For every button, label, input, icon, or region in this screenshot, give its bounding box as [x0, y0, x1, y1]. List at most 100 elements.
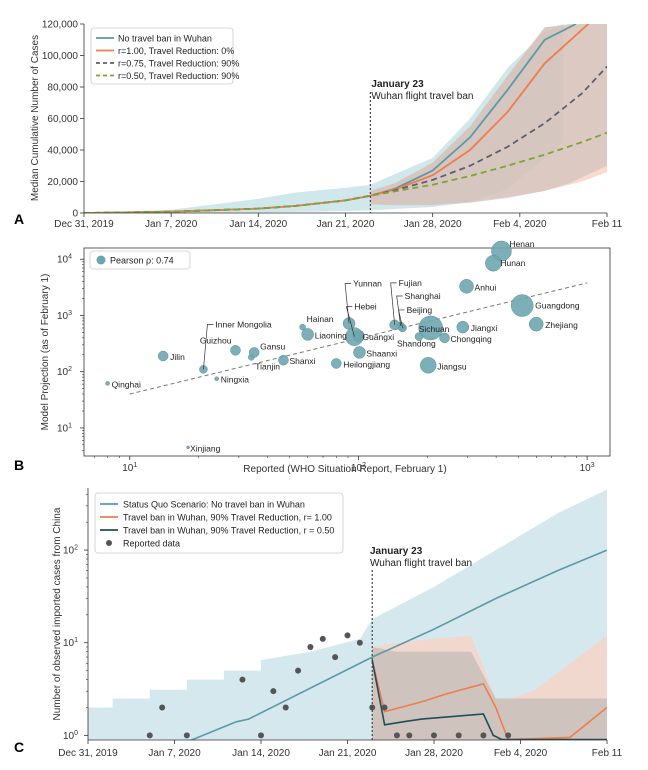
- panel-b-point-qinghai: [105, 381, 110, 386]
- panel-b-ytick-label: 102: [57, 366, 72, 378]
- panel-c-legend-entry-0: Status Quo Scenario: No travel ban in Wu…: [123, 500, 305, 510]
- panel-c-bands: [88, 489, 607, 740]
- panel-b-label: Guangdong: [535, 301, 580, 311]
- panel-c-legend-entry-1: Travel ban in Wuhan, 90% Travel Reductio…: [123, 513, 332, 523]
- panel-c-reported-point: [307, 643, 314, 650]
- panel-b-label: Guizhou: [200, 335, 232, 345]
- panel-b-label: Jiangxi: [471, 323, 498, 333]
- panel-b-label: Fujian: [399, 278, 422, 288]
- panel-b-point-hainan: [299, 323, 306, 331]
- panel-b-point-xinjiang: [186, 445, 190, 450]
- panel-a-ytick-label: 80,000: [47, 83, 78, 94]
- panel-c-reported-point: [270, 688, 277, 695]
- panel-b-label: Yunnan: [353, 278, 382, 288]
- panel-a-lines: [84, 24, 607, 213]
- panel-c-ytick-label: 102: [63, 545, 78, 557]
- panel-b-legend-text: Pearson ρ: 0.74: [110, 256, 174, 266]
- panel-a-xtick-label: Feb 11: [592, 219, 623, 230]
- panel-b-point-jilin: [157, 350, 169, 362]
- panel-b-point-sichuan: [418, 315, 443, 341]
- panel-b-label: Beijing: [407, 305, 433, 315]
- panel-a-ytick-label: 120,000: [42, 20, 79, 31]
- panel-b-point-jiangxi: [456, 320, 470, 334]
- panel-c-legend: Status Quo Scenario: No travel ban in Wu…: [94, 492, 344, 554]
- panel-a-xtick-label: Jan 7, 2020: [145, 219, 198, 230]
- panel-c-reported-point: [239, 676, 246, 683]
- panel-b-label: Inner Mongolia: [215, 319, 272, 329]
- panel-b-xlabel: Reported (WHO Situation Report, February…: [243, 464, 446, 475]
- panel-c-reported-point: [406, 732, 413, 739]
- panel-c-xtick-label: Jan 21, 2020: [319, 748, 377, 759]
- panel-b-point-chongqing: [439, 332, 450, 344]
- panel-c-series-1: [371, 659, 607, 740]
- panel-c-legend-entry-3: Reported data: [123, 539, 180, 549]
- panel-b-label: Shaanxi: [366, 348, 397, 358]
- panel-b-label: Chongqing: [451, 334, 492, 344]
- panel-c-reported-point: [455, 732, 462, 739]
- panel-b-frame: [83, 247, 611, 457]
- panel-b-point-guizhou: [230, 345, 241, 356]
- panel-b-label: Shanxi: [289, 356, 315, 366]
- panel-c-reported-point: [381, 704, 388, 711]
- panel-c-reported-point: [282, 704, 289, 711]
- panel-c: 100 101 102 Dec 31, 2019 Jan 7, 2020 Jan 14, …: [14, 488, 623, 759]
- panel-b-label: Sichuan: [419, 324, 450, 334]
- panel-b-point-zhejiang: [528, 316, 544, 332]
- panel-c-xtick-label: Dec 31, 2019: [58, 748, 118, 759]
- panel-b-label: Heilongjiang: [343, 359, 390, 369]
- panel-c-annotation-title: January 23: [370, 546, 423, 557]
- panel-b-label: Henan: [509, 239, 534, 249]
- panel-c-reported-point: [183, 732, 190, 739]
- panel-b-trend-line: [129, 282, 588, 395]
- panel-a-xtick-label: Jan 21, 2020: [317, 219, 375, 230]
- panel-c-reported-point: [332, 654, 339, 661]
- panel-b-leader: [345, 306, 355, 337]
- panel-c-xtick-label: Feb 11: [592, 748, 623, 759]
- panel-c-reported-point: [258, 732, 264, 739]
- panel-c-reported-point: [480, 732, 487, 739]
- panel-a-xtick-label: Jan 14, 2020: [229, 219, 287, 230]
- panel-b-point-hunan: [485, 254, 502, 272]
- panel-b-leader: [390, 282, 397, 325]
- panel-b-ylabel: Model Projection (as of February 1): [40, 274, 51, 431]
- panel-label-b: B: [14, 457, 24, 473]
- panel-a-ytick-label: 20,000: [47, 177, 78, 188]
- panel-c-xtick-label: Jan 7, 2020: [148, 748, 201, 759]
- panel-a-ylabel: Median Cumulative Number of Cases: [30, 35, 41, 201]
- panel-a: 0 20,000 40,000 60,000 80,000 100,000 120,000 D…: [14, 20, 623, 231]
- panel-a-legend-entry-0: No travel ban in Wuhan: [118, 34, 212, 44]
- panel-b-label: Guangxi: [362, 332, 394, 342]
- panel-b-label: Ningxia: [221, 375, 250, 385]
- panel-a-xtick-label: Dec 31, 2019: [54, 219, 114, 230]
- panel-c-xtick-label: Feb 4, 2020: [494, 748, 548, 759]
- panel-b-point-heilongjiang: [331, 358, 342, 369]
- panel-b-point-guangdong: [510, 294, 534, 317]
- panel-b-point-shaanxi: [353, 346, 366, 359]
- panel-a-annotation-subtitle: Wuhan flight travel ban: [371, 91, 473, 102]
- panel-c-reported-point: [505, 732, 512, 739]
- panel-label-c: C: [14, 739, 24, 755]
- panel-b-ytick-label: 104: [57, 254, 72, 266]
- panel-b-labels: Henan Hunan Anhui Guangdong Zhejiang Jiangxi S…: [112, 239, 580, 453]
- panel-b-label: Xinjiang: [190, 443, 221, 453]
- panel-c-points: [146, 632, 512, 739]
- panel-a-annotation-title: January 23: [371, 79, 424, 90]
- panel-c-legend-swatch-3: [106, 540, 112, 546]
- panel-c-band-2: [372, 647, 607, 740]
- panel-b-label: Shanghai: [405, 291, 441, 301]
- panel-c-axes: 100 101 102 Dec 31, 2019 Jan 7, 2020 Jan 14, …: [58, 488, 623, 759]
- panel-c-reported-point: [344, 632, 351, 639]
- panel-b-point-ningxia: [214, 376, 219, 381]
- panel-b-label: Tianjin: [255, 361, 280, 371]
- panel-c-annotation-subtitle: Wuhan flight travel ban: [370, 558, 472, 569]
- panel-c-reported-point: [431, 732, 437, 739]
- panel-b-label: Gansu: [260, 341, 285, 351]
- panel-b-label: Hebei: [354, 302, 376, 312]
- panel-a-ytick-label: 60,000: [47, 114, 78, 125]
- panel-c-reported-point: [356, 639, 363, 646]
- panel-b-legend-box: [89, 250, 191, 270]
- panel-c-reported-point: [146, 732, 153, 739]
- panel-c-xtick-label: Jan 28, 2020: [405, 748, 463, 759]
- panel-b-xtick-label: 103: [580, 462, 595, 474]
